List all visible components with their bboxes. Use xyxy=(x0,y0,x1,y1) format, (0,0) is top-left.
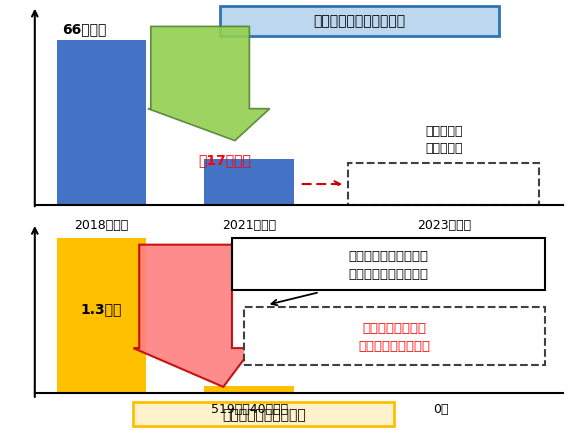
Text: 光ファイバ未整備世帯数: 光ファイバ未整備世帯数 xyxy=(314,15,405,29)
Bar xyxy=(204,160,294,205)
Bar xyxy=(133,402,394,426)
Text: 約17万世帯: 約17万世帯 xyxy=(198,152,252,166)
Text: いずれにも該当するの
は数集落となる見込み: いずれにも該当するの は数集落となる見込み xyxy=(349,249,429,280)
Text: 519人（40集落）: 519人（40集落） xyxy=(211,402,288,415)
Text: 2023年度末: 2023年度末 xyxy=(416,219,471,232)
Text: 1.3万人: 1.3万人 xyxy=(81,301,122,315)
Bar xyxy=(244,307,545,366)
Text: 当該集落のエリア
整備の前倒しを追求: 当該集落のエリア 整備の前倒しを追求 xyxy=(358,321,430,352)
Text: 携帯電話エリア外人口: 携帯電話エリア外人口 xyxy=(222,407,306,421)
Bar xyxy=(232,239,545,290)
Polygon shape xyxy=(148,28,270,141)
Text: 0人: 0人 xyxy=(433,402,448,415)
Bar xyxy=(204,386,294,393)
Bar xyxy=(220,7,499,37)
Bar xyxy=(56,239,146,393)
Polygon shape xyxy=(133,245,252,387)
Bar xyxy=(56,41,146,205)
Text: 2021年度末: 2021年度末 xyxy=(222,219,277,232)
Text: 2018年度末: 2018年度末 xyxy=(74,219,129,232)
Bar xyxy=(348,164,539,205)
Text: 当初目標を
２年前倒し: 当初目標を ２年前倒し xyxy=(425,125,462,155)
Text: 66万世帯: 66万世帯 xyxy=(62,22,107,37)
